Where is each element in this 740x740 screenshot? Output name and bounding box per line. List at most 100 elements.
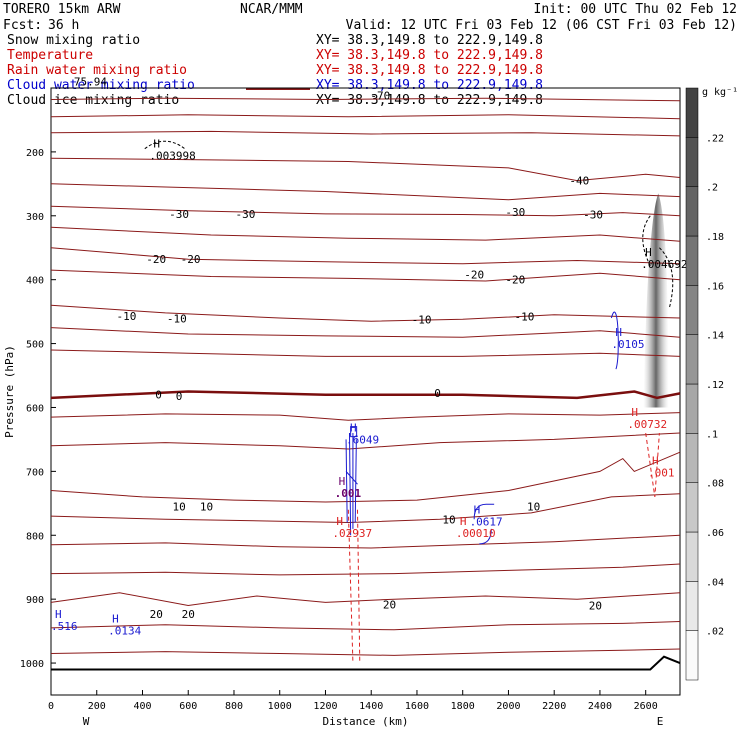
- temperature-contour: [50, 226, 681, 242]
- temperature-contour: [50, 563, 681, 576]
- temperature-contour: [50, 97, 681, 102]
- temperature-contour: [50, 432, 681, 450]
- temperature-label: -30: [583, 209, 603, 222]
- cloud-water-contour: [345, 433, 358, 536]
- temperature-contour: [50, 390, 681, 400]
- colorbar-tick-label: .1: [706, 429, 718, 440]
- temperature-label: -10: [515, 311, 535, 324]
- colorbar-segment: [685, 334, 699, 385]
- field-xy-4: XY= 38.3,149.8 to 222.9,149.8: [316, 93, 543, 108]
- colorbar-segment: [685, 433, 699, 483]
- y-axis-label: Pressure (hPa): [3, 345, 16, 438]
- maximum-value-label: .004692: [641, 258, 687, 271]
- model-title: TORERO 15km ARW: [3, 2, 121, 17]
- x-tick-label: 1600: [405, 701, 429, 712]
- colorbar-segment: [685, 482, 699, 533]
- temperature-contour: [50, 114, 681, 120]
- org-title: NCAR/MMM: [240, 2, 303, 17]
- field-name-4: Cloud ice mixing ratio: [7, 93, 179, 108]
- temperature-contour: [50, 327, 681, 338]
- maximum-value-label: .00732: [627, 418, 667, 431]
- maximum-value-label: .003998: [149, 150, 195, 163]
- x-tick-label: 0: [48, 701, 54, 712]
- temperature-contour: [50, 247, 681, 265]
- temperature-label: 10: [172, 501, 185, 514]
- temperature-contour: [50, 534, 681, 549]
- maximum-marker: H: [615, 326, 622, 339]
- colorbar-segment: [685, 87, 699, 138]
- terrain-line: [51, 655, 681, 671]
- colorbar-tick-label: .08: [706, 479, 724, 490]
- colorbar-tick-label: .12: [706, 380, 724, 391]
- temperature-label: 10: [527, 501, 540, 514]
- maximum-value-label: .001: [335, 487, 362, 500]
- temperature-contour: [50, 592, 681, 607]
- init-time: Init: 00 UTC Thu 02 Feb 12: [534, 2, 738, 17]
- colorbar-tick-label: .14: [706, 331, 724, 342]
- rain-water-contour: [356, 509, 361, 664]
- maximum-value-label: .02937: [332, 527, 372, 540]
- y-tick-label: 400: [26, 276, 44, 287]
- temperature-label: -10: [117, 310, 137, 323]
- x-tick-label: 1200: [313, 701, 337, 712]
- colorbar-segment: [685, 235, 699, 286]
- maximum-marker: H: [474, 504, 481, 517]
- colorbar-tick-label: .18: [706, 232, 724, 243]
- x-tick-label: 1800: [451, 701, 475, 712]
- temperature-contour: [50, 183, 681, 201]
- y-tick-label: 700: [26, 467, 44, 478]
- maximum-marker: H: [645, 246, 652, 259]
- rain-water-contour: [645, 432, 660, 497]
- maximum-marker: H: [350, 421, 357, 434]
- west-label: W: [83, 715, 90, 728]
- temperature-label: -20: [146, 253, 166, 266]
- temperature-contour: [50, 648, 681, 656]
- field-xy-1: XY= 38.3,149.8 to 222.9,149.8: [316, 48, 543, 63]
- maximum-marker: H: [339, 475, 346, 488]
- temperature-contour: [50, 205, 681, 217]
- colorbar-segment: [685, 137, 699, 187]
- maximum-value-label: .00010: [456, 527, 496, 540]
- maximum-value-label: .0105: [611, 338, 644, 351]
- plot-frame: [50, 87, 681, 696]
- temperature-label: 0: [155, 389, 162, 402]
- colorbar-segment: [685, 383, 699, 434]
- temperature-label: -20: [464, 269, 484, 282]
- temperature-contour: [50, 269, 681, 282]
- x-tick-label: 800: [225, 701, 243, 712]
- x-tick-label: 1400: [359, 701, 383, 712]
- forecast-hour: 36 h: [48, 18, 79, 33]
- temperature-label: -20: [181, 253, 201, 266]
- temperature-contour: [50, 349, 681, 357]
- field-name-0: Snow mixing ratio: [7, 33, 140, 48]
- colorbar-tick-label: .04: [706, 577, 724, 588]
- x-tick-label: 400: [133, 701, 151, 712]
- colorbar-segment: [685, 630, 699, 681]
- snow-shading: [643, 193, 669, 408]
- temperature-contour: [50, 493, 681, 524]
- colorbar-tick-label: .22: [706, 133, 724, 144]
- temperature-label: 20: [589, 600, 602, 613]
- rain-water-contour: [347, 509, 354, 664]
- colorbar-segment: [685, 581, 699, 631]
- colorbar-segment: [685, 285, 699, 335]
- temperature-label: -30: [505, 206, 525, 219]
- colorbar-tick-label: .2: [706, 183, 718, 194]
- y-tick-label: 300: [26, 212, 44, 223]
- maximum-value-label: .516: [51, 620, 78, 633]
- cloud-water-contour: [473, 503, 495, 545]
- temperature-contour: [50, 304, 681, 322]
- temperature-label: 20: [150, 608, 163, 621]
- maximum-marker: H: [631, 406, 638, 419]
- y-tick-label: 900: [26, 595, 44, 606]
- snow-contour: [144, 140, 674, 308]
- maximum-value-label: .0617: [470, 516, 503, 529]
- colorbar-segment: [685, 186, 699, 237]
- field-name-3: Cloud water mixing ratio: [7, 78, 195, 93]
- temperature-contour: [50, 412, 681, 421]
- field-xy-2: XY= 38.3,149.8 to 222.9,149.8: [316, 63, 543, 78]
- x-tick-label: 200: [88, 701, 106, 712]
- maximum-marker: H: [460, 515, 467, 528]
- temperature-label: 0: [176, 390, 183, 403]
